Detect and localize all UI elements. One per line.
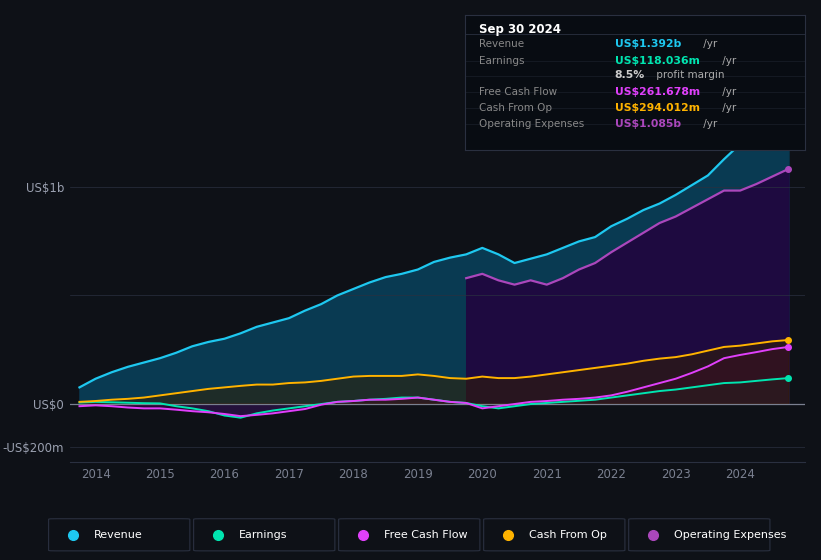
Text: Operating Expenses: Operating Expenses bbox=[674, 530, 787, 540]
Text: Operating Expenses: Operating Expenses bbox=[479, 119, 584, 129]
Text: US$294.012m: US$294.012m bbox=[615, 102, 699, 113]
Text: profit margin: profit margin bbox=[653, 71, 724, 80]
Text: /yr: /yr bbox=[719, 55, 736, 66]
Text: Revenue: Revenue bbox=[94, 530, 143, 540]
Text: US$1.392b: US$1.392b bbox=[615, 39, 681, 49]
Text: /yr: /yr bbox=[719, 102, 736, 113]
Text: Earnings: Earnings bbox=[479, 55, 524, 66]
Text: /yr: /yr bbox=[700, 119, 718, 129]
Text: Earnings: Earnings bbox=[239, 530, 287, 540]
Text: /yr: /yr bbox=[700, 39, 718, 49]
Text: US$261.678m: US$261.678m bbox=[615, 87, 699, 96]
Text: Sep 30 2024: Sep 30 2024 bbox=[479, 23, 561, 36]
Text: Cash From Op: Cash From Op bbox=[479, 102, 552, 113]
Text: US$1.085b: US$1.085b bbox=[615, 119, 681, 129]
Text: Revenue: Revenue bbox=[479, 39, 524, 49]
Text: /yr: /yr bbox=[719, 87, 736, 96]
Text: Free Cash Flow: Free Cash Flow bbox=[479, 87, 557, 96]
Text: 8.5%: 8.5% bbox=[615, 71, 644, 80]
Text: Cash From Op: Cash From Op bbox=[529, 530, 607, 540]
Text: US$118.036m: US$118.036m bbox=[615, 55, 699, 66]
Text: Free Cash Flow: Free Cash Flow bbox=[384, 530, 468, 540]
